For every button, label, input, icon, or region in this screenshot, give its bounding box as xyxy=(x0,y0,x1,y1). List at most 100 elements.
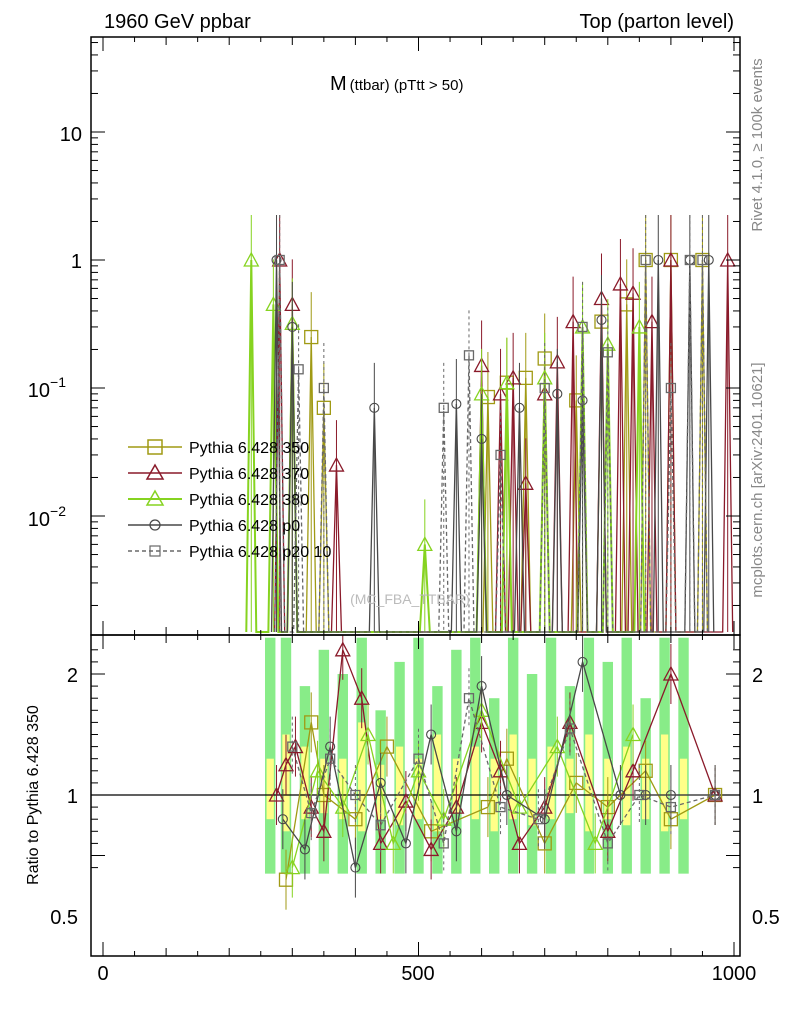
ratio-point-pythia-6-428-p0-8 xyxy=(476,681,487,692)
ratio-point-pythia-6-428-p20-10-1 xyxy=(306,808,317,819)
ratio-point-pythia-6-428-p20-10-8 xyxy=(495,801,506,813)
xtick-label-0: 0 xyxy=(97,963,108,985)
ratio-point-pythia-6-428-p20-10-10 xyxy=(564,723,576,734)
xtick-label-1000: 1000 xyxy=(712,963,757,985)
legend-label-p0: Pythia 6.428 p0 xyxy=(189,518,300,535)
point-pythia-6-428-380-0 xyxy=(243,251,260,267)
analysis-watermark: (MC_FBA_TTBAR) xyxy=(350,591,470,607)
ratio-point-pythia-6-428-380-9 xyxy=(549,738,566,754)
main-ytick-base-0.1: 10 xyxy=(28,380,50,402)
ratio-point-pythia-6-428-370-13 xyxy=(511,835,528,851)
ratio-point-pythia-6-428-370-0 xyxy=(268,786,285,802)
ratio-point-pythia-6-428-p0-7 xyxy=(451,826,462,837)
legend-marker-370 xyxy=(145,463,165,480)
series-ratio-pythia-6-428-380 xyxy=(284,680,642,898)
legend-label-p2010: Pythia 6.428 p20 10 xyxy=(189,544,331,561)
ratio-band-inner-11 xyxy=(471,746,479,820)
header-right-title: Top (parton level) xyxy=(579,11,734,33)
ratio-point-pythia-6-428-p20-10-0 xyxy=(287,741,298,752)
point-pythia-6-428-370-11 xyxy=(612,275,629,291)
ratio-point-pythia-6-428-380-11 xyxy=(624,726,642,742)
series-ratio-pythia-6-428-p0 xyxy=(277,635,721,898)
main-ytick-label-1: 1 xyxy=(71,251,82,273)
ratio-point-pythia-6-428-p20-10-4 xyxy=(375,820,386,831)
point-pythia-6-428-370-6 xyxy=(517,474,534,490)
point-pythia-6-428-p20-10-10 xyxy=(665,382,677,394)
ratio-point-pythia-6-428-p20-10-7 xyxy=(463,693,475,704)
legend-marker-p0 xyxy=(149,519,161,531)
point-pythia-6-428-p20-10-8 xyxy=(602,347,613,358)
ratio-line-pythia-6-428-380 xyxy=(291,708,634,868)
point-pythia-6-428-p20-10-7 xyxy=(577,321,588,333)
axes xyxy=(90,36,741,957)
point-pythia-6-428-p20-10-3 xyxy=(438,402,449,413)
xtick-label-500: 500 xyxy=(401,963,434,985)
series-main-pythia-6-428-p0 xyxy=(270,215,715,633)
ratio-point-pythia-6-428-350-4 xyxy=(379,739,395,754)
point-pythia-6-428-370-9 xyxy=(565,313,582,329)
point-pythia-6-428-350-0 xyxy=(304,329,319,345)
ratio-band-inner-22 xyxy=(679,758,688,820)
ratio-point-pythia-6-428-p0-6 xyxy=(426,729,437,740)
ratio-line-pythia-6-428-p20-10 xyxy=(291,698,716,845)
header-left-title: 1960 GeV ppbar xyxy=(104,11,251,33)
legend-marker-350 xyxy=(147,439,163,455)
legend-label-370: Pythia 6.428 370 xyxy=(189,466,309,483)
ratio-point-pythia-6-428-380-4 xyxy=(385,835,402,851)
point-pythia-6-428-p20-10-5 xyxy=(495,449,506,461)
ratio-band-outer-0 xyxy=(265,637,276,874)
point-pythia-6-428-p0-8 xyxy=(596,314,607,326)
point-pythia-6-428-p0-11 xyxy=(703,254,714,266)
point-pythia-6-428-p0-5 xyxy=(514,402,525,413)
ratio-point-pythia-6-428-370-5 xyxy=(334,641,351,657)
ratio-point-pythia-6-428-p0-0 xyxy=(277,814,288,825)
legend-marker-380 xyxy=(145,489,165,506)
ratio-point-pythia-6-428-p0-4 xyxy=(375,777,386,788)
main-ytick-exp-0.1: −1 xyxy=(50,374,66,390)
point-pythia-6-428-p0-6 xyxy=(552,388,563,399)
ratio-band-inner-13 xyxy=(509,734,517,820)
ratio-point-pythia-6-428-p0-11 xyxy=(577,656,588,667)
ratio-point-pythia-6-428-p20-10-5 xyxy=(413,753,424,764)
legend-entry-380: Pythia 6.428 380 xyxy=(128,489,309,509)
ratio-band-inner-17 xyxy=(585,734,593,832)
ratio-ylabel: Ratio to Pythia 6.428 350 xyxy=(25,705,42,885)
ratio-point-pythia-6-428-370-2 xyxy=(287,738,304,754)
main-ytick-exp-0.01: −2 xyxy=(50,503,66,519)
ratio-point-pythia-6-428-350-1 xyxy=(304,715,319,730)
ratio-point-pythia-6-428-p20-10-6 xyxy=(438,838,449,849)
point-pythia-6-428-380-3 xyxy=(416,536,433,552)
ratio-point-pythia-6-428-p20-10-11 xyxy=(602,838,613,849)
ratio-point-pythia-6-428-380-6 xyxy=(435,810,452,826)
ratio-point-pythia-6-428-p20-10-12 xyxy=(634,789,645,801)
legend-label-380: Pythia 6.428 380 xyxy=(189,492,309,509)
ratio-point-pythia-6-428-p20-10-9 xyxy=(533,814,544,825)
ratio-point-pythia-6-428-370-17 xyxy=(624,762,642,778)
legend-entry-350: Pythia 6.428 350 xyxy=(128,439,309,457)
ratio-point-pythia-6-428-380-2 xyxy=(334,798,351,814)
legend-entry-p2010: Pythia 6.428 p20 10 xyxy=(128,544,331,561)
ratio-point-pythia-6-428-380-10 xyxy=(587,835,604,851)
point-pythia-6-428-370-13 xyxy=(643,313,661,329)
main-ytick-label-0.01: 10−2 xyxy=(28,503,66,531)
main-plot-area xyxy=(243,215,736,633)
ratio-point-pythia-6-428-p0-9 xyxy=(501,789,512,801)
legend: Pythia 6.428 350 Pythia 6.428 370 Pythia… xyxy=(128,439,331,561)
ratio-point-pythia-6-428-p0-12 xyxy=(615,789,626,801)
ratio-point-pythia-6-428-370-16 xyxy=(599,822,616,838)
ratio-point-pythia-6-428-380-8 xyxy=(511,798,528,814)
ratio-ytick-left-1: 1 xyxy=(67,786,78,808)
ratio-band-inner-21 xyxy=(660,734,669,832)
ratio-point-pythia-6-428-380-3 xyxy=(359,726,377,742)
series-main-pythia-6-428-p20-10 xyxy=(274,215,709,633)
ratio-point-pythia-6-428-p20-10-3 xyxy=(350,789,361,801)
ratio-point-pythia-6-428-370-12 xyxy=(492,762,509,778)
legend-marker-p2010 xyxy=(149,545,161,557)
point-pythia-6-428-p0-1 xyxy=(287,321,298,332)
point-pythia-6-428-p20-10-12 xyxy=(697,254,708,266)
point-pythia-6-428-370-4 xyxy=(492,385,509,401)
main-ytick-label-0.1: 10−1 xyxy=(28,374,66,402)
point-pythia-6-428-370-5 xyxy=(505,369,522,385)
rivet-version-label: Rivet 4.1.0, ≥ 100k events xyxy=(749,58,766,231)
